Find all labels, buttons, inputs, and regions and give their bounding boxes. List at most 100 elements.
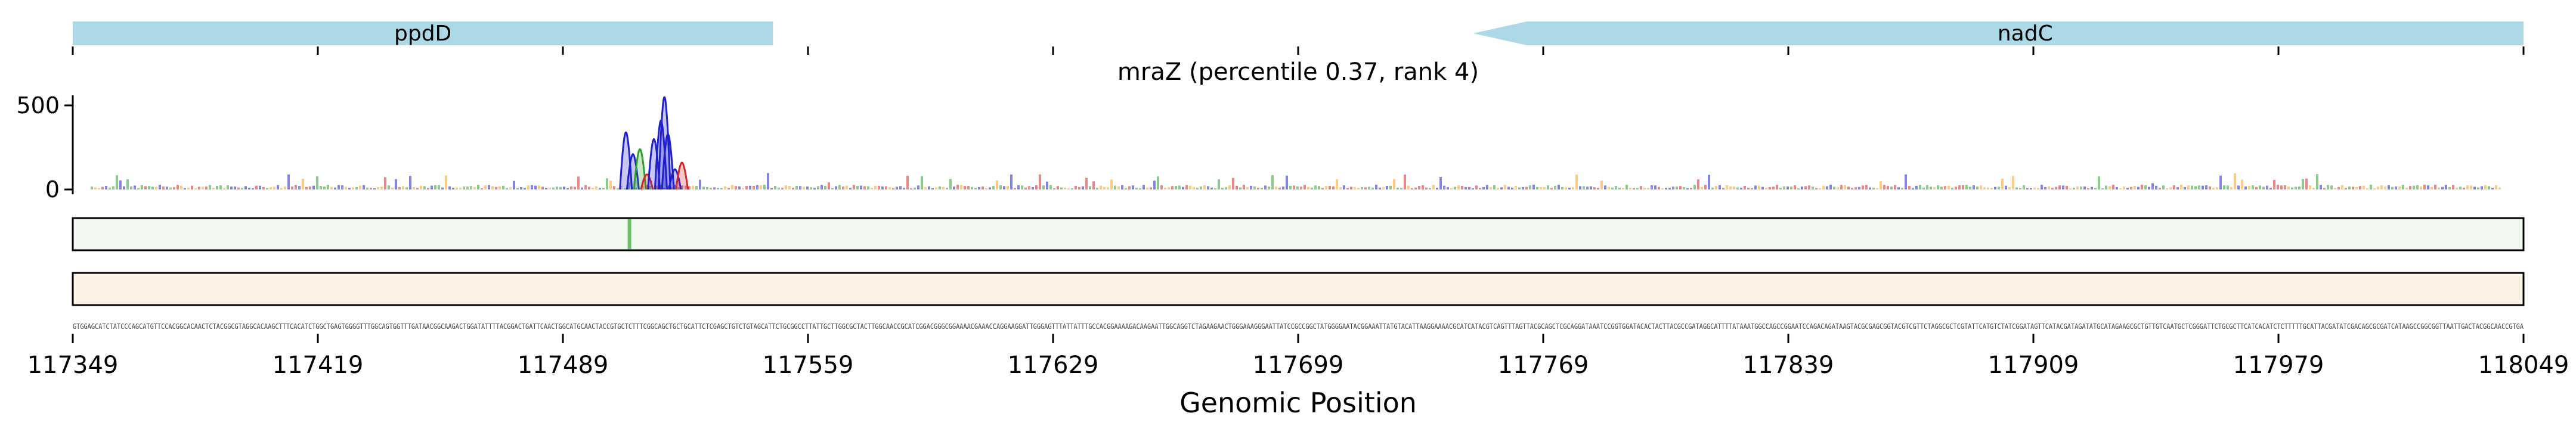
noise-mark xyxy=(1990,188,1993,189)
noise-mark xyxy=(2109,186,2111,189)
noise-mark xyxy=(1865,185,1868,189)
noise-mark xyxy=(2205,185,2207,189)
noise-mark xyxy=(1336,179,1338,189)
noise-mark xyxy=(166,187,168,189)
noise-mark xyxy=(1862,185,1864,189)
noise-mark xyxy=(1067,188,1070,189)
gene-arrow-nadC[interactable] xyxy=(1473,21,2524,45)
noise-mark xyxy=(1747,188,1750,189)
noise-mark xyxy=(581,187,583,189)
noise-mark xyxy=(2062,185,2064,189)
noise-mark xyxy=(1651,185,1653,189)
noise-mark xyxy=(1679,186,1682,189)
noise-mark xyxy=(767,173,769,189)
noise-mark xyxy=(1583,186,1585,189)
noise-mark xyxy=(445,175,447,189)
noise-mark xyxy=(2005,185,2007,189)
noise-mark xyxy=(1854,187,1857,189)
noise-mark xyxy=(1168,187,1170,189)
noise-mark xyxy=(960,185,962,189)
noise-mark xyxy=(1189,185,1191,189)
noise-mark xyxy=(1196,188,1199,189)
noise-mark xyxy=(656,185,658,189)
noise-mark xyxy=(2470,185,2472,189)
noise-mark xyxy=(420,185,422,189)
noise-mark xyxy=(1912,188,1914,189)
noise-mark xyxy=(1922,187,1925,189)
gene-arrow-ppdD[interactable] xyxy=(73,21,773,45)
noise-mark xyxy=(2227,185,2229,189)
noise-mark xyxy=(1329,186,1331,189)
noise-mark xyxy=(1647,188,1649,189)
noise-mark xyxy=(1973,185,1975,189)
noise-mark xyxy=(924,187,927,189)
noise-mark xyxy=(896,187,898,189)
noise-mark xyxy=(2348,186,2351,189)
noise-mark xyxy=(1869,187,1871,189)
noise-mark xyxy=(230,187,233,189)
x-tick-label: 117559 xyxy=(763,352,854,379)
noise-mark xyxy=(534,185,537,189)
noise-mark xyxy=(466,187,469,189)
noise-mark xyxy=(1046,181,1048,189)
signal-peak xyxy=(647,138,661,190)
noise-mark xyxy=(556,187,558,189)
noise-mark xyxy=(1203,185,1206,189)
noise-mark xyxy=(101,187,104,189)
noise-mark xyxy=(1565,187,1567,189)
noise-mark xyxy=(978,187,980,189)
noise-mark xyxy=(592,187,594,189)
noise-mark xyxy=(1100,185,1102,189)
noise-mark xyxy=(2284,185,2286,189)
noise-mark xyxy=(2377,187,2379,189)
noise-mark xyxy=(2334,188,2336,189)
noise-mark xyxy=(813,187,816,189)
noise-mark xyxy=(1143,185,1145,189)
noise-mark xyxy=(681,185,683,189)
noise-mark xyxy=(1550,188,1553,189)
noise-mark xyxy=(1969,187,1971,189)
noise-mark xyxy=(345,187,347,189)
noise-mark xyxy=(1890,186,1893,189)
noise-mark xyxy=(1221,188,1224,189)
noise-mark xyxy=(1765,188,1767,189)
noise-mark xyxy=(1719,185,1721,189)
noise-mark xyxy=(1393,179,1395,189)
noise-mark xyxy=(792,188,794,189)
noise-mark xyxy=(141,185,143,189)
noise-mark xyxy=(1787,187,1789,189)
noise-mark xyxy=(2083,186,2086,189)
noise-mark xyxy=(2155,185,2157,189)
noise-mark xyxy=(989,187,991,189)
noise-mark xyxy=(212,188,215,189)
noise-mark xyxy=(2380,185,2383,189)
noise-mark xyxy=(1286,175,1288,189)
noise-mark xyxy=(1797,188,1800,189)
noise-mark xyxy=(1665,188,1667,189)
prediction-track-green xyxy=(72,217,2525,251)
noise-mark xyxy=(552,187,555,189)
noise-mark xyxy=(727,188,730,189)
noise-mark xyxy=(1525,187,1528,189)
noise-mark xyxy=(316,176,318,189)
noise-mark xyxy=(1497,188,1499,189)
noise-mark xyxy=(1801,187,1803,189)
noise-mark xyxy=(2345,188,2347,189)
signal-background-noise xyxy=(91,173,2501,189)
noise-mark xyxy=(1901,188,1903,189)
noise-mark xyxy=(98,188,100,189)
noise-mark xyxy=(1078,187,1080,189)
noise-mark xyxy=(710,188,712,189)
noise-mark xyxy=(1350,187,1352,189)
noise-mark xyxy=(1944,186,1946,189)
noise-mark xyxy=(1422,185,1424,189)
noise-mark xyxy=(702,187,705,189)
noise-mark xyxy=(2298,186,2301,189)
noise-mark xyxy=(255,185,258,189)
noise-mark xyxy=(1379,187,1381,189)
noise-mark xyxy=(2173,185,2175,189)
noise-mark xyxy=(642,186,644,189)
noise-mark xyxy=(1500,187,1503,189)
noise-mark xyxy=(1983,187,1986,189)
noise-mark xyxy=(1193,187,1195,189)
